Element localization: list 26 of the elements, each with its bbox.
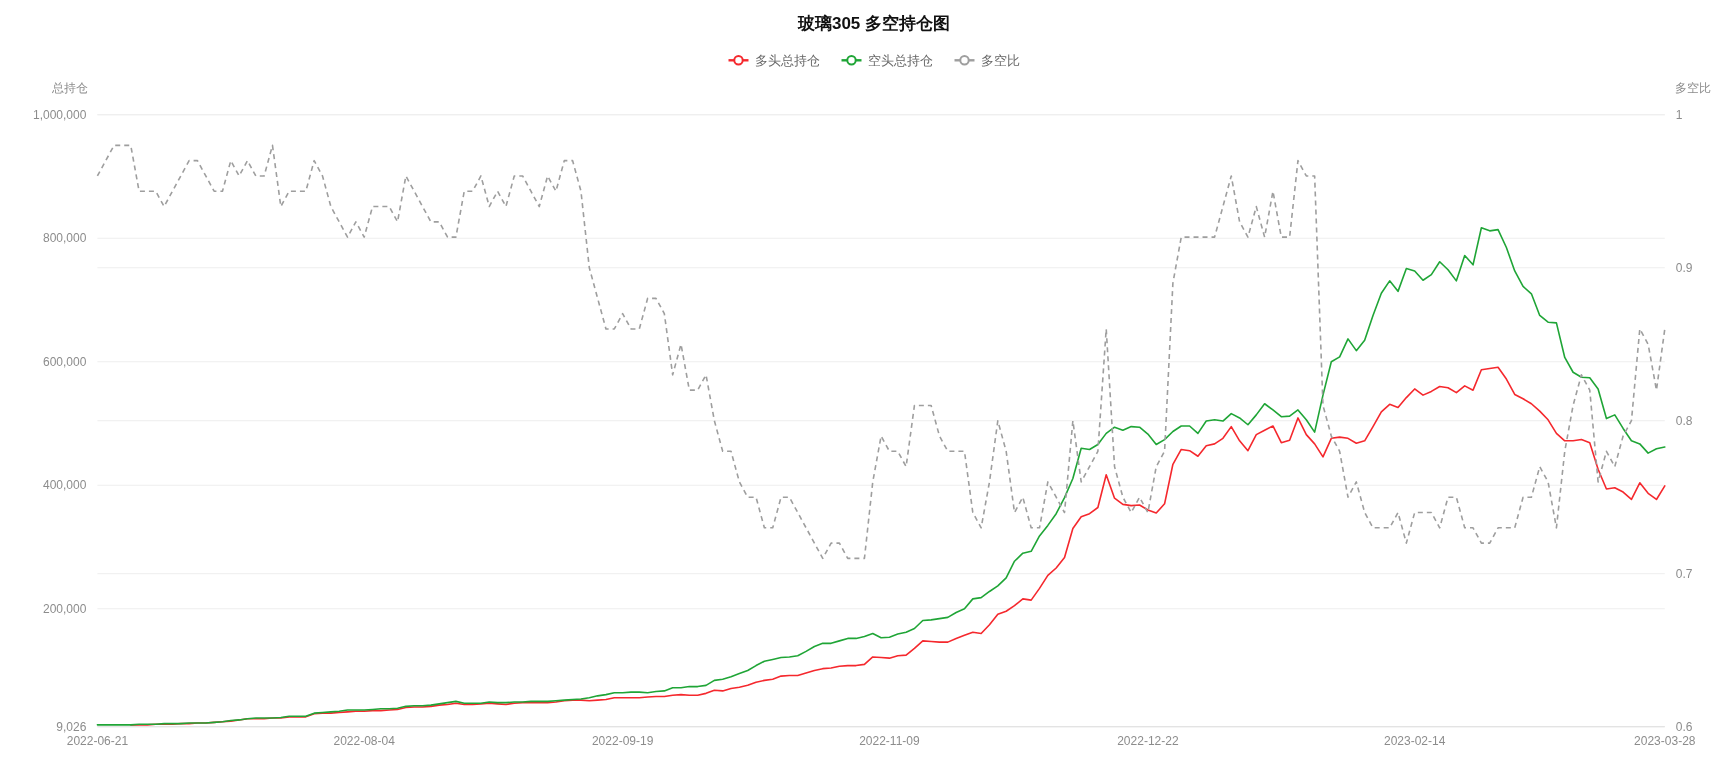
- line-series: [96, 226, 1666, 726]
- y-tick-label: 9,026: [56, 719, 87, 734]
- y2-tick-label: 0.6: [1675, 719, 1693, 734]
- y2-tick-label: 0.9: [1675, 260, 1693, 275]
- x-tick-label: 2023-03-28: [1634, 733, 1696, 748]
- x-tick-label: 2022-11-09: [859, 733, 921, 748]
- y2-axis-title: 多空比: [1674, 81, 1711, 95]
- x-tick-label: 2023-02-14: [1383, 733, 1446, 748]
- legend-label: 多头总持仓: [754, 53, 820, 68]
- y-axis-title: 总持仓: [51, 81, 89, 95]
- y-tick-label: 600,000: [43, 354, 87, 369]
- x-tick-label: 2022-06-21: [66, 733, 129, 748]
- x-tick-label: 2022-09-19: [591, 733, 654, 748]
- y2-tick-label: 0.7: [1675, 566, 1693, 581]
- line-series: [96, 144, 1666, 560]
- legend-label: 空头总持仓: [867, 53, 933, 68]
- y-tick-label: 1,000,000: [33, 107, 87, 122]
- x-tick-label: 2022-12-22: [1117, 733, 1179, 748]
- y-tick-label: 400,000: [43, 478, 87, 493]
- x-tick-label: 2022-08-04: [333, 733, 396, 748]
- chart-title: 玻璃305 多空持仓图: [796, 14, 951, 33]
- legend-label: 多空比: [980, 53, 1020, 68]
- y2-tick-label: 0.8: [1675, 413, 1693, 428]
- y-tick-label: 800,000: [43, 231, 87, 246]
- y-tick-label: 200,000: [43, 601, 87, 616]
- y2-tick-label: 1: [1675, 107, 1683, 122]
